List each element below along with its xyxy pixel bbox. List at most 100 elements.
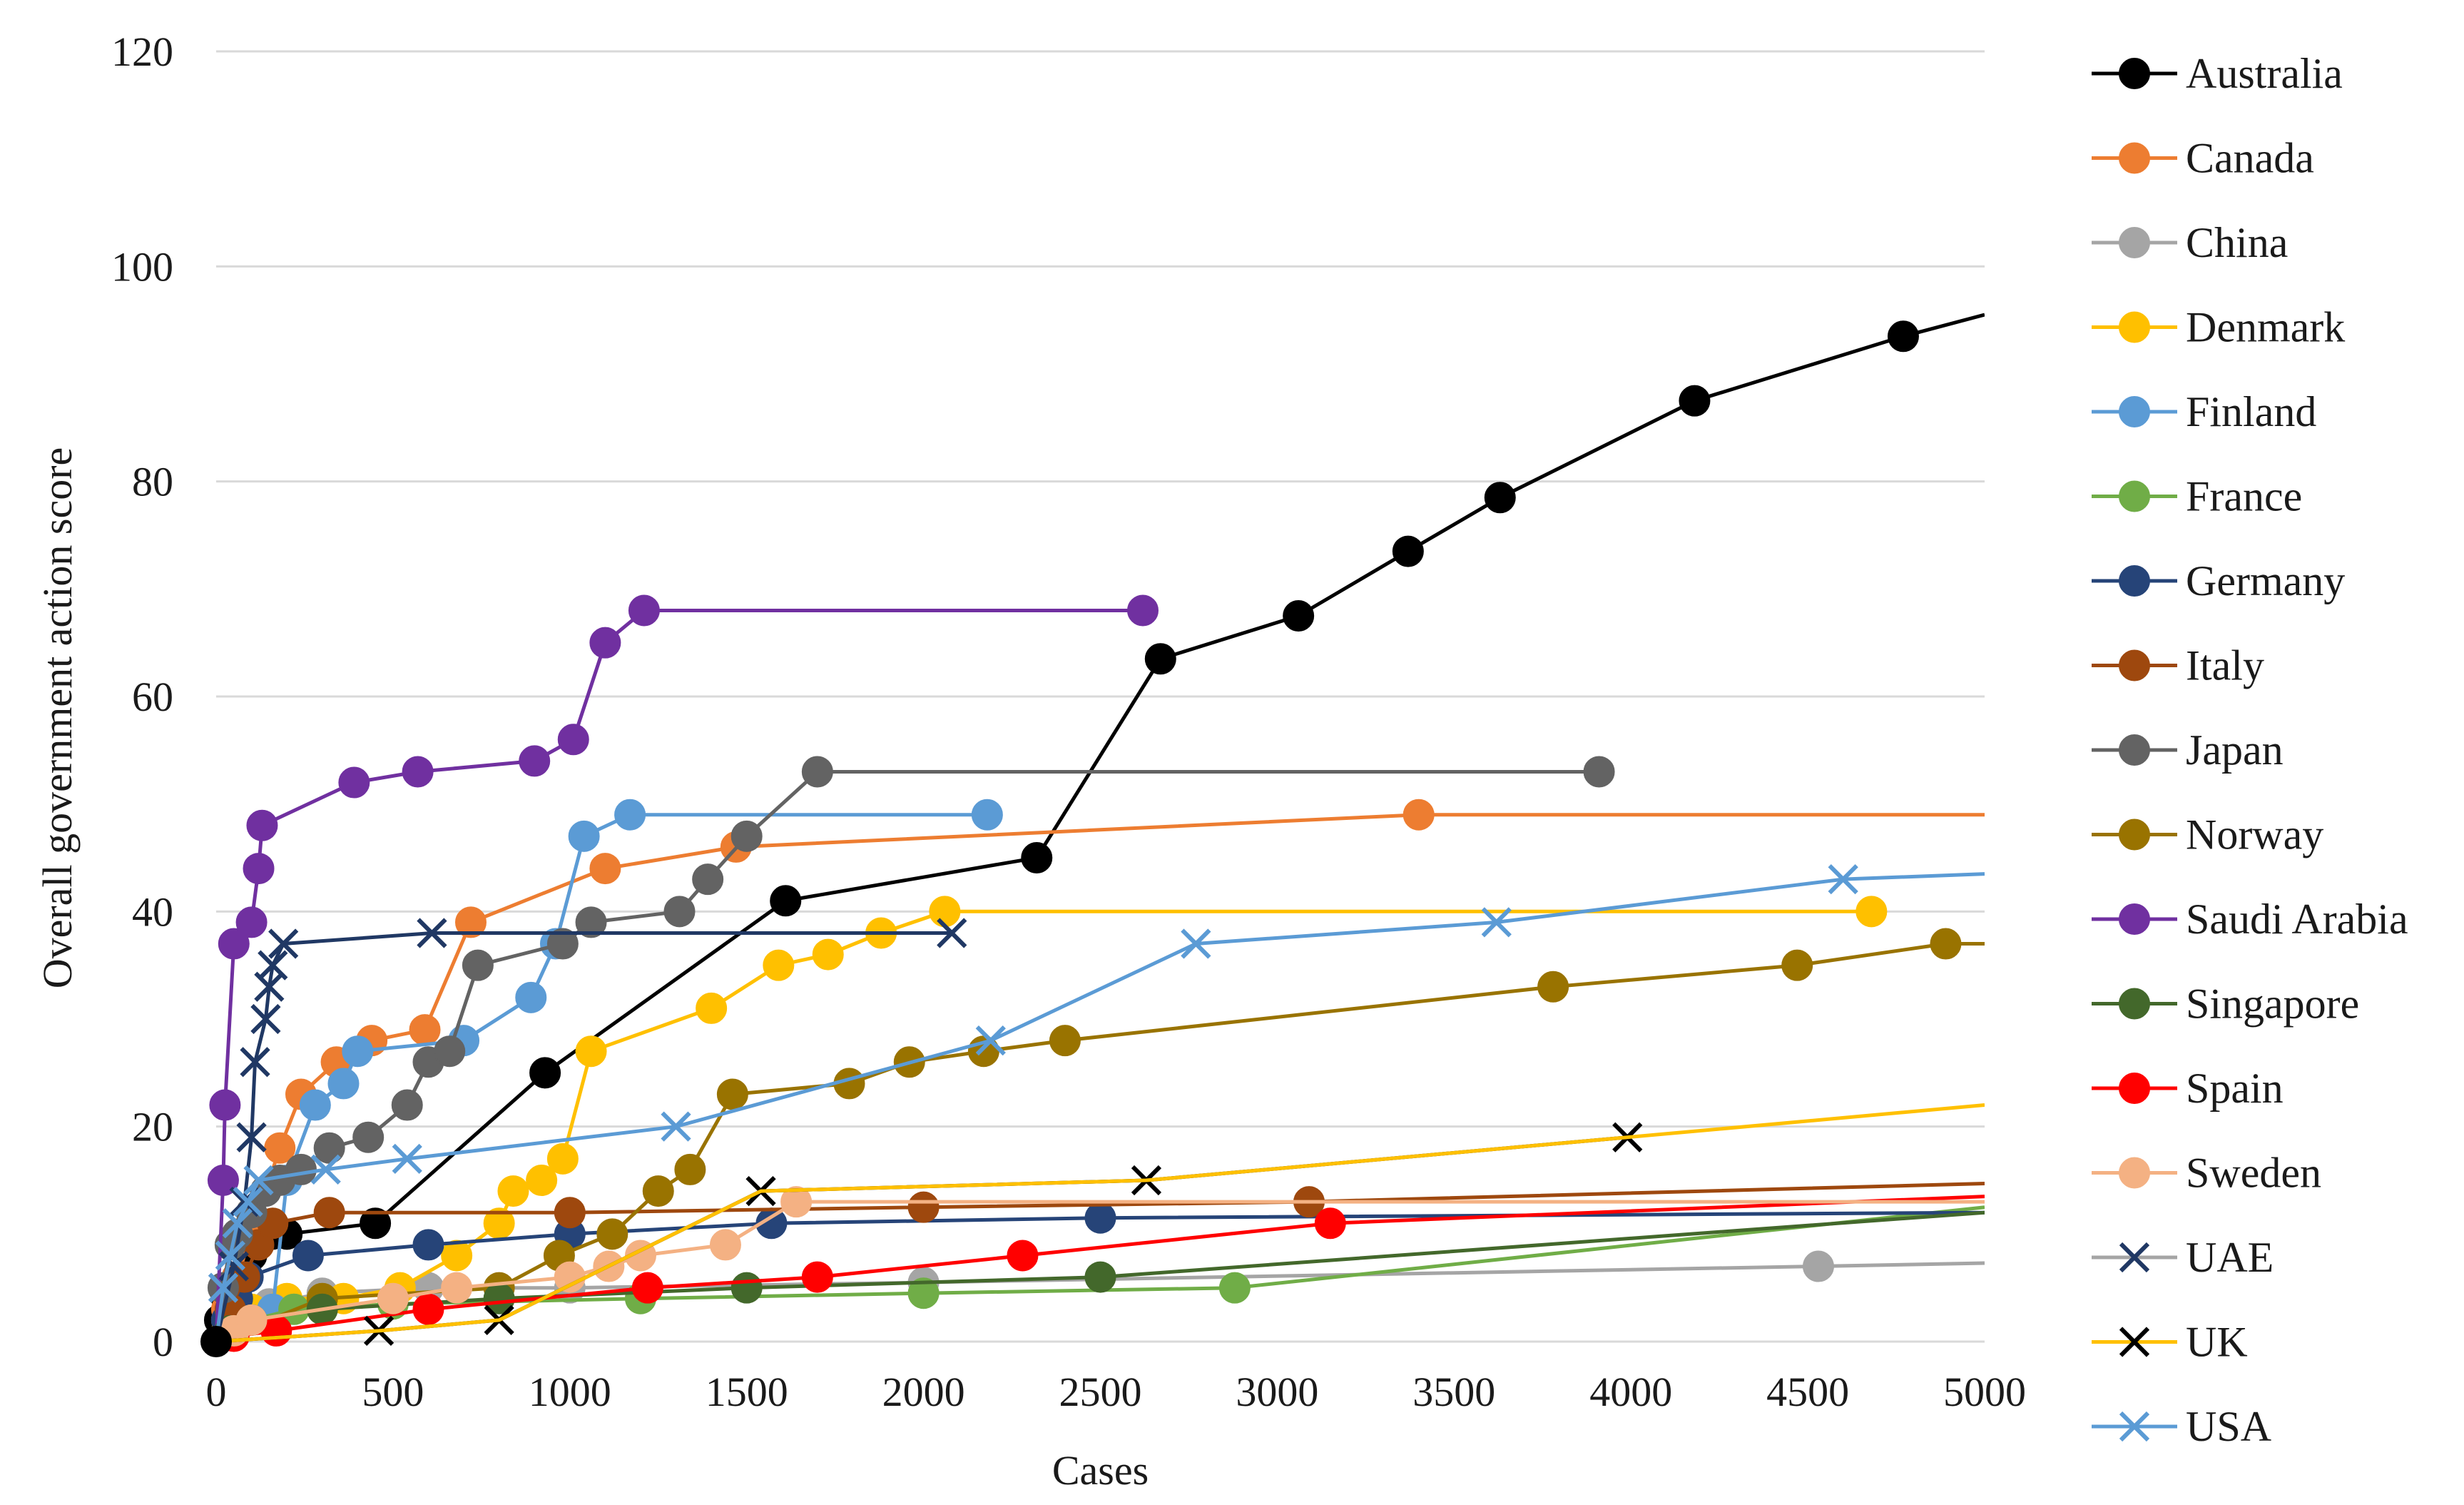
data-point [1402, 799, 1435, 831]
legend-label: Italy [2186, 642, 2264, 689]
legend-item-australia: Australia [2092, 50, 2343, 97]
data-point [327, 1068, 360, 1100]
data-point [292, 1240, 324, 1272]
data-point [258, 950, 288, 980]
legend-label: UAE [2186, 1234, 2274, 1281]
data-point [674, 1153, 706, 1185]
data-point [661, 1111, 691, 1142]
data-point [780, 1186, 813, 1218]
legend-item-japan: Japan [2092, 726, 2284, 774]
data-point [937, 918, 967, 948]
data-point [1084, 1261, 1116, 1293]
legend-marker [2119, 988, 2150, 1020]
data-point [250, 1003, 281, 1035]
legend-label: USA [2186, 1403, 2271, 1450]
data-point [1084, 1202, 1116, 1234]
legend-marker [2119, 1242, 2150, 1273]
x-tick-label: 3500 [1412, 1369, 1495, 1415]
data-point [1314, 1207, 1346, 1240]
data-point [515, 981, 547, 1013]
data-point [1930, 928, 1962, 960]
data-point [546, 928, 579, 960]
data-point [208, 1272, 239, 1303]
data-point [360, 1207, 392, 1240]
data-point [412, 1229, 444, 1261]
series-line [215, 1103, 1985, 1344]
y-tick-label: 0 [153, 1319, 173, 1365]
legend-label: Denmark [2186, 304, 2345, 351]
data-point [1283, 600, 1315, 632]
series-lines [200, 313, 1985, 1357]
y-tick-label: 20 [132, 1104, 173, 1150]
data-point [246, 809, 278, 841]
x-tick-label: 500 [362, 1369, 424, 1415]
series-sweden [215, 1186, 1985, 1347]
legend-marker [2119, 565, 2150, 597]
y-tick-label: 40 [132, 888, 173, 935]
legend-item-singapore: Singapore [2092, 980, 2359, 1028]
data-point [441, 1240, 473, 1272]
data-point [268, 928, 299, 959]
data-point [377, 1282, 409, 1314]
data-point [243, 1165, 274, 1196]
legend-label: Japan [2186, 726, 2284, 774]
data-point [730, 1272, 763, 1304]
legend-item-canada: Canada [2092, 135, 2314, 182]
legend-item-france: France [2092, 473, 2302, 520]
legend-item-usa: USA [2092, 1403, 2271, 1450]
data-point [243, 853, 275, 885]
y-axis-title: Overall government action score [34, 447, 81, 989]
series-australia [203, 313, 1985, 1342]
data-point [1392, 535, 1424, 567]
data-point [1828, 864, 1858, 895]
data-point [519, 745, 551, 777]
legend-label: Australia [2186, 50, 2343, 97]
data-point [434, 1035, 466, 1068]
x-tick-label: 3000 [1236, 1369, 1318, 1415]
data-point [392, 1143, 422, 1174]
legend-item-sweden: Sweden [2092, 1150, 2321, 1197]
x-tick-label: 2000 [882, 1369, 965, 1415]
data-point [209, 1089, 241, 1121]
series-uae [214, 918, 967, 1342]
legend-label: Germany [2186, 557, 2345, 604]
data-point [1679, 385, 1711, 417]
data-point [730, 820, 763, 852]
legend-item-uk: UK [2092, 1319, 2248, 1366]
data-point [589, 627, 621, 659]
x-tick-label: 1500 [706, 1369, 788, 1415]
data-point [391, 1089, 423, 1121]
data-point [696, 992, 728, 1024]
legend-item-saudi-arabia: Saudi Arabia [2092, 896, 2408, 943]
legend-item-norway: Norway [2092, 811, 2323, 858]
legend-item-denmark: Denmark [2092, 304, 2345, 351]
data-point [233, 1187, 263, 1217]
data-point [763, 949, 795, 981]
data-point [441, 1272, 473, 1304]
legend-marker [2119, 58, 2150, 89]
legend-marker [2119, 1411, 2150, 1442]
legend-marker [2119, 649, 2150, 681]
legend-marker [2119, 903, 2150, 935]
data-point [812, 938, 844, 971]
data-point [338, 766, 370, 799]
data-point [907, 1191, 940, 1223]
data-point [801, 756, 833, 788]
series-canada [210, 799, 1985, 1342]
data-point [907, 1277, 940, 1309]
data-point [770, 885, 802, 917]
data-point [1887, 320, 1919, 353]
legend-item-china: China [2092, 219, 2288, 266]
series-uk [215, 1103, 1985, 1344]
legend-label: Finland [2186, 388, 2316, 435]
legend-label: Saudi Arabia [2186, 896, 2408, 943]
legend-item-spain: Spain [2092, 1065, 2284, 1112]
legend-label: Spain [2186, 1065, 2284, 1112]
data-point [222, 1208, 253, 1239]
data-point [402, 756, 434, 788]
legend-marker [2119, 227, 2150, 258]
legend-label: France [2186, 473, 2302, 520]
axes: 0 20 40 60 80 100 120 0 500 1000 1500 2000 2500 3000 3… [111, 29, 2026, 1415]
legend-label: Singapore [2186, 980, 2359, 1028]
